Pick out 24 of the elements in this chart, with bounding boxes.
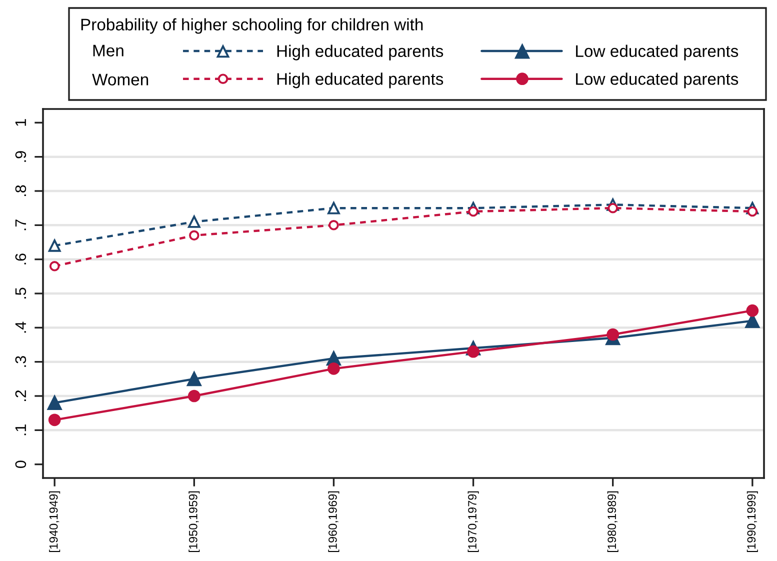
y-tick-label: .4	[15, 322, 26, 333]
y-tick-label: .8	[15, 185, 26, 196]
text: Men	[93, 44, 124, 56]
x-tick-label: [1960,1969]	[328, 491, 340, 552]
y-tick-label: .6	[15, 254, 26, 264]
y-tick-label: .1	[15, 424, 26, 436]
legend-title: Probability of higher schooling for children with	[81, 18, 423, 34]
x-tick-label: [1980,1989]	[607, 491, 618, 552]
legend-label: High educated parents	[277, 44, 444, 60]
legend-label: Low educated parents	[576, 72, 738, 88]
x-tick-label: [1950,1959]	[188, 491, 200, 552]
y-tick-label: .3	[15, 356, 26, 367]
x-tick-label: [1990,1999]	[746, 491, 758, 552]
x-tick-label: [1970,1979]	[468, 491, 479, 552]
text: Women	[92, 74, 148, 86]
y-tick-label: 1	[15, 119, 26, 126]
y-tick-label: .5	[15, 288, 26, 298]
legend-label: Low educated parents	[576, 44, 738, 60]
y-tick-label: .7	[15, 220, 26, 230]
y-tick-label: 0	[15, 460, 26, 468]
x-tick-label: [1940,1949]	[49, 491, 60, 552]
legend-label: High educated parents	[277, 72, 444, 88]
y-tick-label: .9	[15, 151, 26, 162]
y-tick-label: .2	[15, 390, 26, 401]
